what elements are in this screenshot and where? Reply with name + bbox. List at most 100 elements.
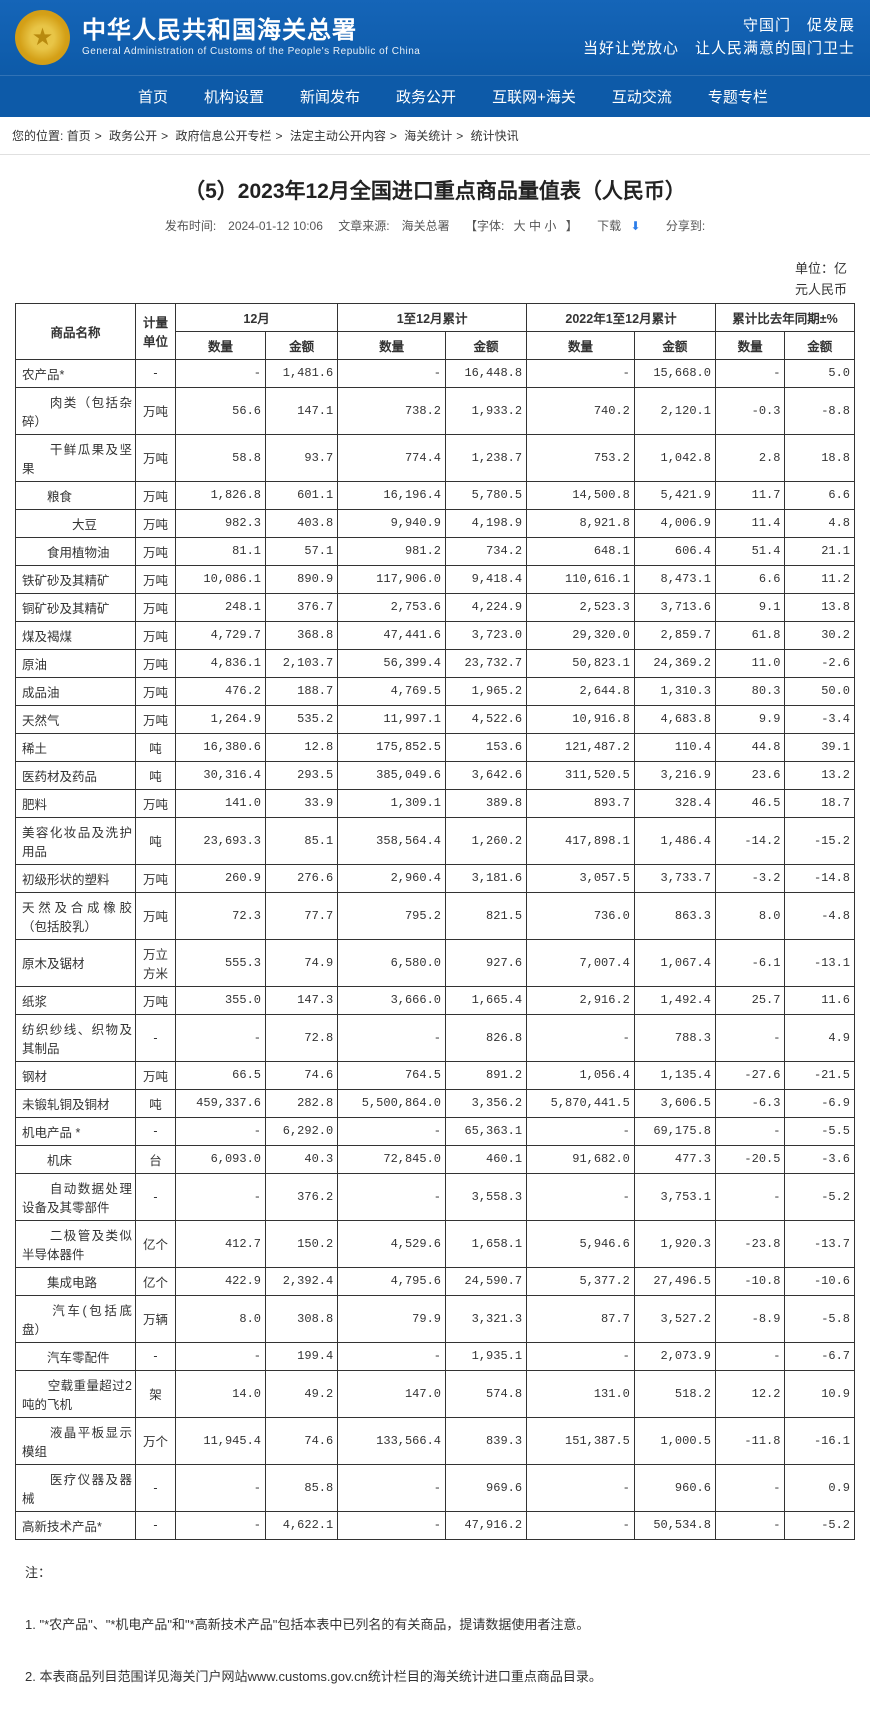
cell-value: 969.6 (445, 1464, 526, 1511)
cell-value: 3,356.2 (445, 1089, 526, 1117)
cell-value: 93.7 (265, 434, 337, 481)
cell-value: 69,175.8 (634, 1117, 715, 1145)
cell-value: -21.5 (785, 1061, 855, 1089)
cell-name: 天然及合成橡胶（包括胶乳） (16, 892, 136, 939)
cell-value: - (176, 1511, 266, 1539)
nav-topics[interactable]: 专题专栏 (690, 76, 786, 117)
crumb-1[interactable]: 政务公开 (109, 129, 157, 143)
cell-value: 3,713.6 (634, 593, 715, 621)
cell-value: -5.2 (785, 1173, 855, 1220)
table-row: 煤及褐煤万吨4,729.7368.847,441.63,723.029,320.… (16, 621, 855, 649)
cell-name: 未锻轧铜及铜材 (16, 1089, 136, 1117)
table-row: 集成电路亿个422.92,392.44,795.624,590.75,377.2… (16, 1267, 855, 1295)
nav-interact[interactable]: 互动交流 (594, 76, 690, 117)
source: 海关总署 (402, 219, 450, 233)
cell-unit: - (136, 1342, 176, 1370)
table-row: 未锻轧铜及铜材吨459,337.6282.85,500,864.03,356.2… (16, 1089, 855, 1117)
cell-value: 740.2 (527, 387, 635, 434)
cell-value: 147.3 (265, 986, 337, 1014)
cell-value: 49.2 (265, 1370, 337, 1417)
table-row: 机电产品 *--6,292.0-65,363.1-69,175.8--5.5 (16, 1117, 855, 1145)
cell-value: 12.2 (715, 1370, 785, 1417)
crumb-5[interactable]: 统计快讯 (471, 129, 519, 143)
cell-value: 44.8 (715, 733, 785, 761)
nav-news[interactable]: 新闻发布 (282, 76, 378, 117)
font-small[interactable]: 小 (544, 219, 556, 233)
cell-value: 16,380.6 (176, 733, 266, 761)
cell-name: 干鲜瓜果及坚果 (16, 434, 136, 481)
cell-value: 2,753.6 (338, 593, 446, 621)
cell-value: 2,960.4 (338, 864, 446, 892)
font-mid[interactable]: 中 (529, 219, 541, 233)
cell-value: 46.5 (715, 789, 785, 817)
cell-name: 美容化妆品及洗护用品 (16, 817, 136, 864)
download-link[interactable]: 下载 (597, 219, 621, 233)
slogan-line-1: 守国门 促发展 (583, 15, 855, 38)
cell-unit: 万吨 (136, 986, 176, 1014)
cell-value: 11.4 (715, 509, 785, 537)
cell-value: - (338, 359, 446, 387)
cell-value: 10.9 (785, 1370, 855, 1417)
cell-value: 4,522.6 (445, 705, 526, 733)
cell-value: 368.8 (265, 621, 337, 649)
crumb-3[interactable]: 法定主动公开内容 (290, 129, 386, 143)
table-row: 天然气万吨1,264.9535.211,997.14,522.610,916.8… (16, 705, 855, 733)
cell-name: 液晶平板显示模组 (16, 1417, 136, 1464)
cell-value: 403.8 (265, 509, 337, 537)
cell-value: 1,665.4 (445, 986, 526, 1014)
table-row: 初级形状的塑料万吨260.9276.62,960.43,181.63,057.5… (16, 864, 855, 892)
crumb-4[interactable]: 海关统计 (404, 129, 452, 143)
cell-value: 981.2 (338, 537, 446, 565)
cell-value: 1,135.4 (634, 1061, 715, 1089)
import-table: 商品名称 计量单位 12月 1至12月累计 2022年1至12月累计 累计比去年… (15, 303, 855, 1540)
table-row: 高新技术产品*--4,622.1-47,916.2-50,534.8--5.2 (16, 1511, 855, 1539)
cell-value: 376.7 (265, 593, 337, 621)
cell-name: 原木及锯材 (16, 939, 136, 986)
cell-value: -8.8 (785, 387, 855, 434)
cell-value: 66.5 (176, 1061, 266, 1089)
crumb-home[interactable]: 首页 (67, 129, 91, 143)
nav-internet[interactable]: 互联网+海关 (474, 76, 594, 117)
cell-value: 65,363.1 (445, 1117, 526, 1145)
cell-unit: 吨 (136, 1089, 176, 1117)
cell-value: 61.8 (715, 621, 785, 649)
site-title-en: General Administration of Customs of the… (82, 46, 420, 58)
cell-value: -27.6 (715, 1061, 785, 1089)
cell-name: 纸浆 (16, 986, 136, 1014)
cell-value: 110,616.1 (527, 565, 635, 593)
cell-value: 4,224.9 (445, 593, 526, 621)
table-row: 干鲜瓜果及坚果万吨58.893.7774.41,238.7753.21,042.… (16, 434, 855, 481)
cell-value: 1,965.2 (445, 677, 526, 705)
download-icon[interactable]: ⬇ (630, 219, 640, 233)
nav-org[interactable]: 机构设置 (186, 76, 282, 117)
cell-value: 1,933.2 (445, 387, 526, 434)
crumb-2[interactable]: 政府信息公开专栏 (175, 129, 271, 143)
cell-value: 18.8 (785, 434, 855, 481)
cell-value: - (338, 1511, 446, 1539)
cell-value: 893.7 (527, 789, 635, 817)
cell-value: - (715, 1014, 785, 1061)
cell-value: 1,260.2 (445, 817, 526, 864)
cell-value: 9,940.9 (338, 509, 446, 537)
cell-value: 57.1 (265, 537, 337, 565)
cell-name: 汽车零配件 (16, 1342, 136, 1370)
cell-name: 大豆 (16, 509, 136, 537)
nav-home[interactable]: 首页 (120, 76, 186, 117)
cell-value: 6.6 (785, 481, 855, 509)
font-large[interactable]: 大 (514, 219, 526, 233)
cell-value: 417,898.1 (527, 817, 635, 864)
cell-unit: - (136, 1117, 176, 1145)
cell-value: 87.7 (527, 1295, 635, 1342)
cell-value: 147.0 (338, 1370, 446, 1417)
cell-name: 粮食 (16, 481, 136, 509)
nav-gov[interactable]: 政务公开 (378, 76, 474, 117)
cell-unit: - (136, 359, 176, 387)
cell-value: 47,441.6 (338, 621, 446, 649)
cell-value: - (338, 1464, 446, 1511)
cell-name: 铜矿砂及其精矿 (16, 593, 136, 621)
cell-value: - (338, 1117, 446, 1145)
th-qty: 数量 (715, 331, 785, 359)
cell-value: 58.8 (176, 434, 266, 481)
cell-value: 74.6 (265, 1417, 337, 1464)
cell-value: - (527, 359, 635, 387)
